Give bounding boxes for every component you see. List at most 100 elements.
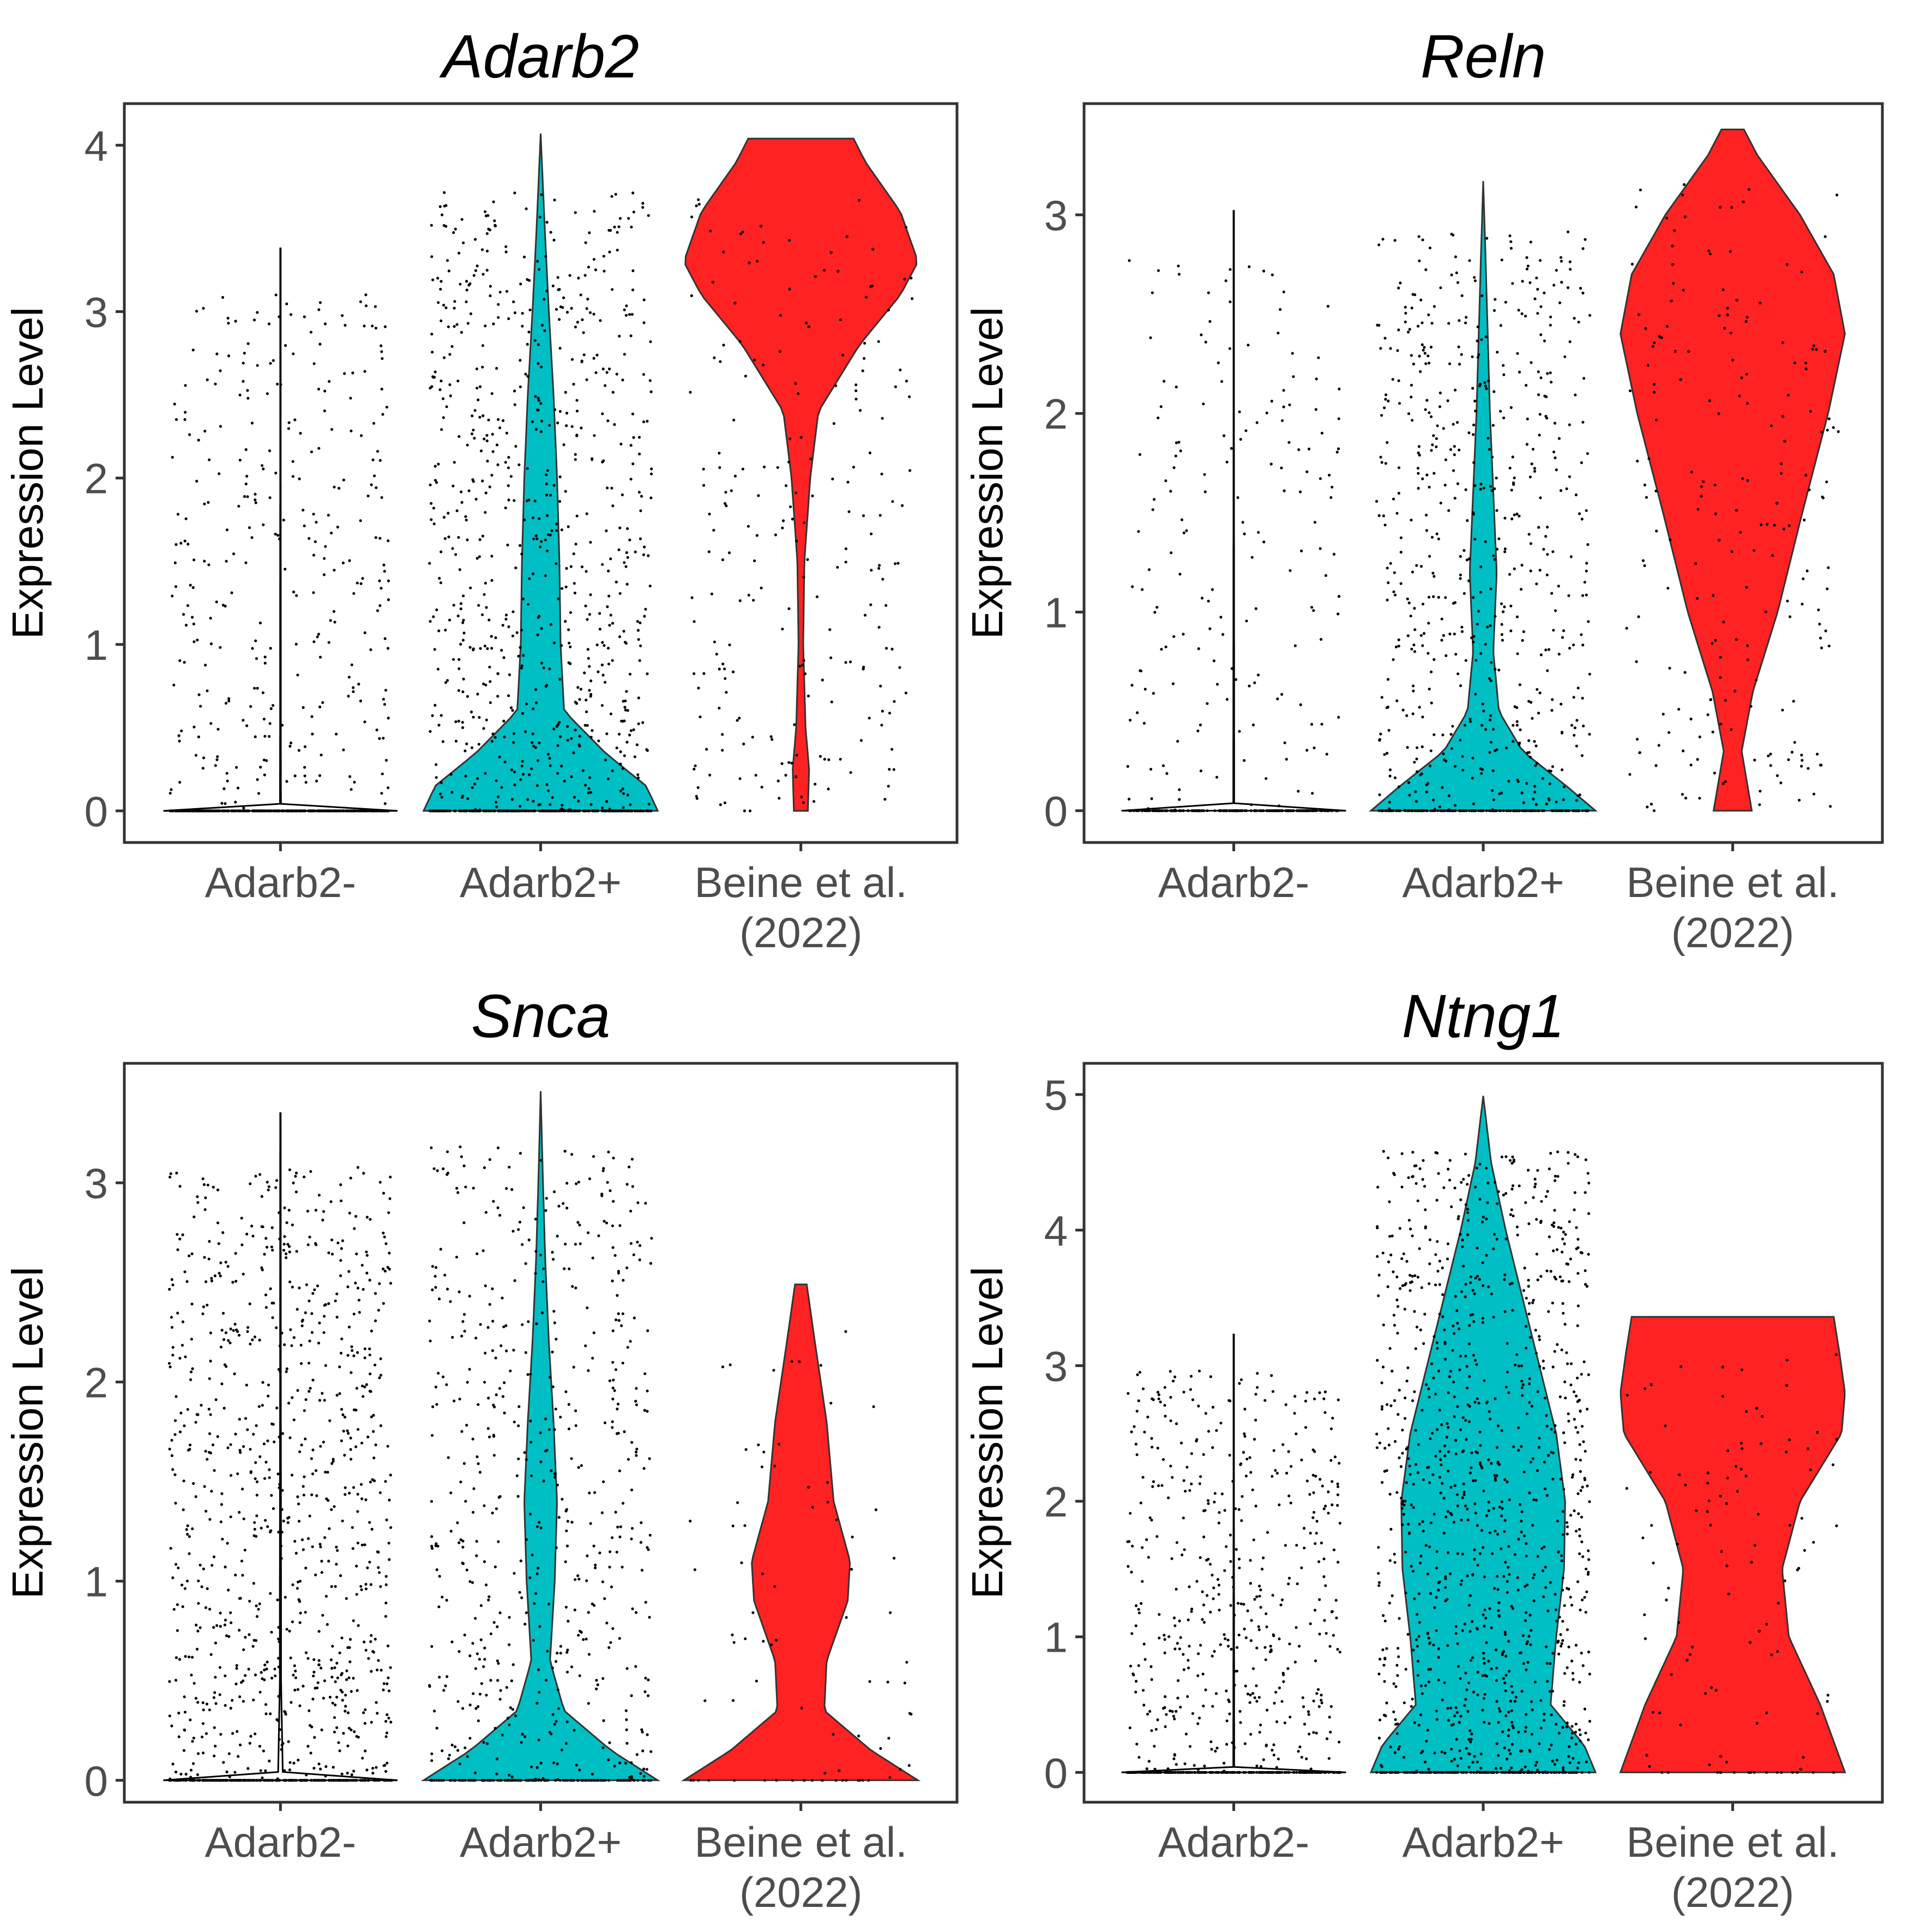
data-point [356, 581, 359, 585]
data-point [1448, 633, 1452, 636]
data-point [757, 494, 760, 497]
data-point [1588, 672, 1591, 676]
data-point [491, 1349, 495, 1352]
data-point [178, 1658, 182, 1661]
data-point [473, 783, 477, 786]
data-point [308, 537, 311, 540]
data-point [470, 432, 474, 436]
data-point [1379, 732, 1382, 736]
data-point [646, 672, 649, 676]
data-point [641, 202, 645, 205]
data-point [1801, 603, 1804, 606]
data-point [428, 562, 431, 565]
data-point [1489, 679, 1492, 682]
data-point [238, 459, 242, 462]
data-point [1397, 785, 1400, 789]
data-point [546, 533, 550, 536]
data-point [197, 1752, 200, 1755]
data-point [639, 644, 642, 647]
data-point [248, 526, 251, 529]
data-point [1132, 809, 1135, 812]
data-point [280, 1531, 284, 1534]
data-point [555, 1720, 558, 1723]
data-point [533, 809, 537, 812]
data-point [1169, 490, 1172, 493]
data-point [453, 300, 456, 303]
data-point [541, 809, 544, 812]
data-point [389, 1473, 392, 1477]
data-point [460, 1155, 464, 1158]
data-point [1429, 346, 1433, 349]
data-point [570, 306, 573, 310]
data-point [532, 707, 535, 711]
data-point [269, 362, 272, 365]
data-point [511, 1663, 515, 1666]
data-point [1448, 809, 1451, 812]
data-point [547, 1428, 551, 1431]
data-point [1418, 706, 1421, 709]
data-point [1781, 414, 1785, 418]
data-point [1474, 659, 1478, 662]
data-point [1409, 615, 1412, 618]
data-point [1161, 764, 1165, 767]
data-point [638, 659, 641, 662]
data-point [455, 509, 459, 513]
data-point [1643, 483, 1646, 487]
data-point [646, 1389, 649, 1393]
data-point [210, 1564, 214, 1567]
data-point [594, 1566, 597, 1569]
data-point [586, 724, 589, 727]
data-point [340, 1636, 344, 1640]
data-point [1325, 753, 1328, 756]
data-point [1338, 595, 1341, 598]
data-point [648, 1616, 651, 1619]
data-point [536, 260, 539, 263]
data-point [1730, 728, 1733, 731]
violin-adarb2-neg [1121, 210, 1346, 812]
data-point [587, 1653, 591, 1656]
data-point [333, 1730, 336, 1734]
data-point [1267, 809, 1271, 812]
data-point [370, 483, 373, 486]
data-point [458, 1779, 461, 1782]
data-point [552, 1310, 556, 1313]
data-point [604, 809, 607, 812]
data-point [184, 1355, 187, 1358]
data-point [693, 767, 696, 771]
data-point [372, 1456, 376, 1460]
data-point [1726, 306, 1729, 310]
data-point [868, 451, 871, 455]
data-point [576, 321, 579, 324]
data-point [1462, 549, 1466, 552]
data-point [225, 1779, 228, 1782]
data-point [488, 485, 491, 489]
data-point [484, 683, 487, 687]
data-point [632, 436, 635, 439]
data-point [229, 1611, 232, 1615]
data-point [1479, 487, 1482, 491]
data-point [1559, 256, 1562, 259]
data-point [219, 1624, 222, 1628]
data-point [638, 809, 641, 812]
data-point [298, 1286, 301, 1290]
data-point [270, 1779, 273, 1782]
data-point [255, 1514, 258, 1518]
data-point [633, 809, 636, 812]
data-point [447, 1757, 450, 1760]
data-point [1397, 286, 1400, 290]
data-point [576, 686, 580, 689]
data-point [1536, 312, 1539, 315]
data-point [503, 760, 507, 763]
data-point [437, 1605, 441, 1609]
data-point [1730, 206, 1734, 209]
data-point [218, 1272, 221, 1275]
data-point [1787, 758, 1790, 761]
data-point [320, 809, 323, 812]
data-point [1513, 476, 1516, 479]
data-point [491, 1512, 494, 1515]
data-point [1337, 417, 1340, 420]
data-point [385, 1518, 388, 1521]
data-point [574, 729, 577, 732]
data-point [304, 1311, 307, 1314]
data-point [1552, 284, 1556, 287]
